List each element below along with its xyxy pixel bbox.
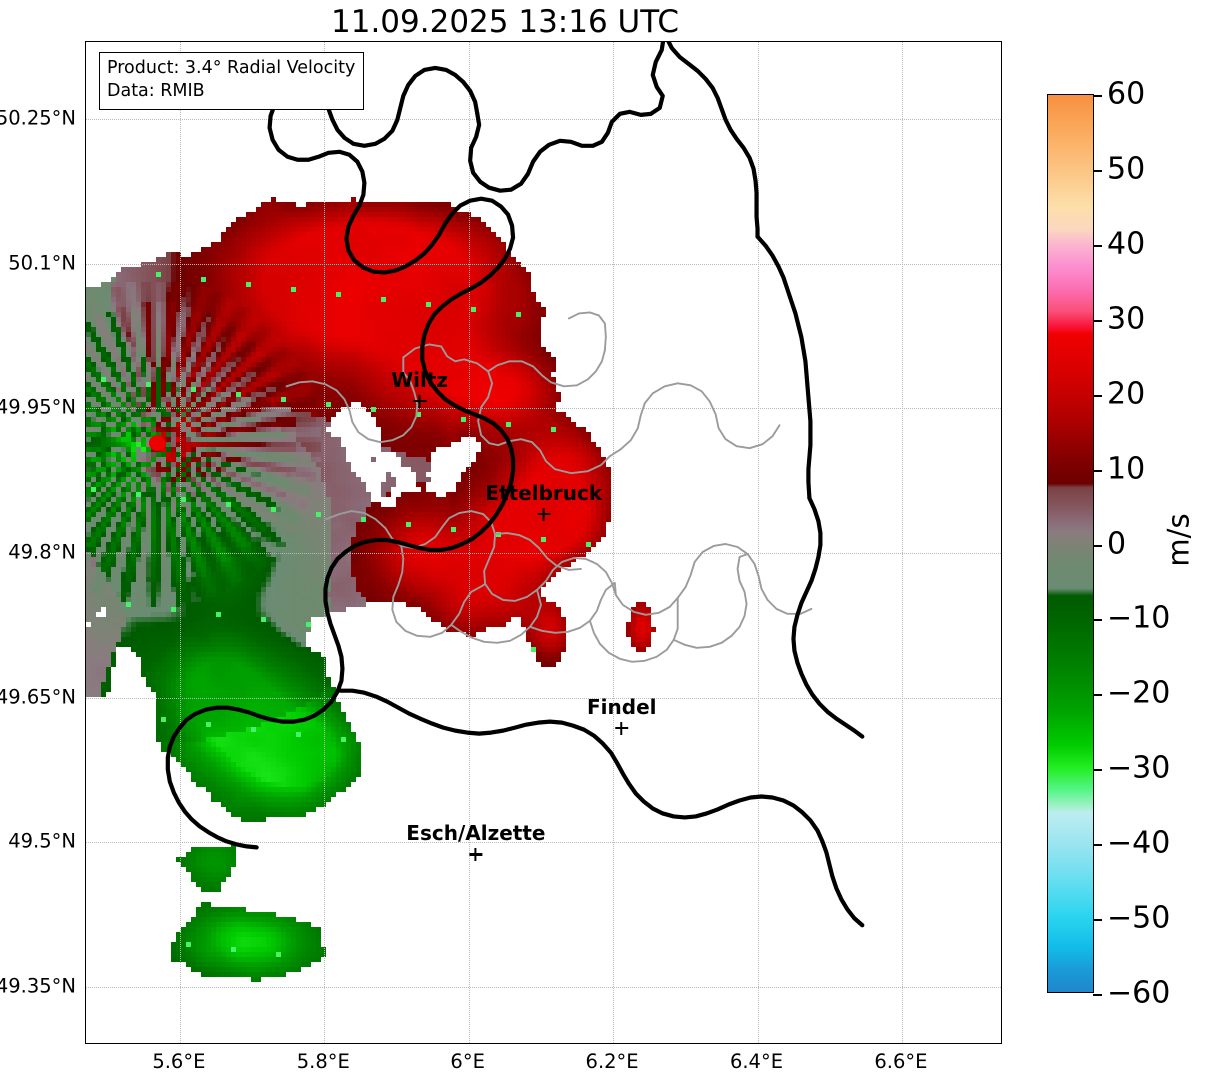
gridline-horizontal: [86, 263, 1001, 265]
gridline-vertical: [179, 42, 181, 1043]
y-axis-tick-label: 49.5°N: [8, 829, 76, 853]
info-data-label: Data: RMIB: [107, 81, 205, 102]
y-axis-tick-label: 49.65°N: [0, 685, 76, 709]
colorbar-tick: [1093, 95, 1102, 97]
colorbar-tick-label: −60: [1107, 975, 1171, 1011]
colorbar-tick-label: −30: [1107, 750, 1171, 786]
gridline-vertical: [613, 42, 615, 1043]
colorbar-tick-label: −10: [1107, 600, 1171, 636]
x-axis-tick-label: 6°E: [450, 1050, 485, 1073]
colorbar-tick-label: −50: [1107, 900, 1171, 936]
gridline-vertical: [468, 42, 470, 1043]
gridline-horizontal: [86, 553, 1001, 555]
y-axis-tick-label: 49.95°N: [0, 395, 76, 419]
cross-icon: [537, 507, 551, 521]
colorbar-tick: [1093, 244, 1102, 247]
colorbar-tick: [1093, 769, 1102, 772]
x-axis-tick-label: 6.2°E: [585, 1050, 639, 1073]
colorbar-tick: [1093, 619, 1102, 622]
radar-reflectivity-layer: [86, 42, 1001, 1043]
y-axis-tick-label: 49.8°N: [8, 540, 76, 564]
city-label: Findel: [587, 694, 657, 719]
map-clip: Wiltz Ettelbruck Findel Esch/Alzette Produc…: [86, 42, 1001, 1043]
city-label: Ettelbruck: [485, 480, 603, 505]
gridline-horizontal: [86, 408, 1001, 410]
colorbar-tick: [1093, 694, 1102, 697]
colorbar-tick-label: 40: [1107, 226, 1146, 262]
city-label: Esch/Alzette: [406, 821, 546, 846]
colorbar-tick: [1093, 544, 1102, 547]
city-marker-esch-alzette[interactable]: Esch/Alzette: [406, 821, 546, 862]
gridline-vertical: [901, 42, 903, 1043]
page-title: 11.09.2025 13:16 UTC: [331, 4, 679, 40]
y-axis-tick-label: 49.35°N: [0, 974, 76, 998]
colorbar-unit-label: m/s: [1161, 513, 1196, 567]
gridline-vertical: [757, 42, 759, 1043]
colorbar-tick-label: −20: [1107, 675, 1171, 711]
colorbar-tick: [1093, 844, 1102, 847]
colorbar-tick-label: 10: [1107, 451, 1146, 487]
gridline-horizontal: [86, 697, 1001, 699]
gridline-vertical: [324, 42, 326, 1043]
gridline-horizontal: [86, 119, 1001, 121]
colorbar-tick-label: 30: [1107, 301, 1146, 337]
y-axis-tick-label: 50.25°N: [0, 106, 76, 130]
colorbar-tick: [1093, 919, 1102, 922]
colorbar-tick: [1093, 394, 1102, 397]
colorbar-tick: [1093, 319, 1102, 322]
colorbar-tick-label: 0: [1107, 526, 1127, 561]
info-product-label: Product: 3.4° Radial Velocity: [107, 58, 356, 78]
radar-site-marker[interactable]: [148, 435, 165, 452]
colorbar-tick: [1093, 169, 1102, 172]
colorbar-tick: [1093, 994, 1102, 996]
colorbar-tick-label: −40: [1107, 825, 1171, 861]
y-axis-tick-label: 50.1°N: [8, 251, 76, 275]
colorbar-gradient: [1048, 95, 1093, 992]
colorbar: [1047, 94, 1102, 996]
cross-icon: [615, 721, 629, 735]
city-marker-wiltz[interactable]: Wiltz: [391, 370, 448, 408]
gridline-horizontal: [86, 987, 1001, 989]
city-label: Wiltz: [391, 368, 449, 392]
colorbar-tick-label: 20: [1107, 376, 1146, 412]
cross-icon: [413, 395, 427, 408]
colorbar-tick: [1093, 469, 1102, 472]
city-marker-findel[interactable]: Findel: [587, 697, 657, 735]
cross-icon: [469, 848, 483, 862]
x-axis-tick-label: 5.6°E: [152, 1050, 206, 1073]
colorbar-tick-label: 60: [1107, 76, 1146, 112]
radar-map-panel[interactable]: Wiltz Ettelbruck Findel Esch/Alzette Produc…: [85, 41, 1002, 1044]
colorbar-tick-label: 50: [1107, 151, 1146, 187]
x-axis-tick-label: 6.6°E: [874, 1050, 928, 1073]
city-marker-ettelbruck[interactable]: Ettelbruck: [485, 483, 602, 521]
product-info-box: Product: 3.4° Radial Velocity Data: RMIB: [99, 52, 365, 110]
x-axis-tick-label: 6.4°E: [729, 1050, 784, 1073]
x-axis-tick-label: 5.8°E: [296, 1050, 350, 1073]
